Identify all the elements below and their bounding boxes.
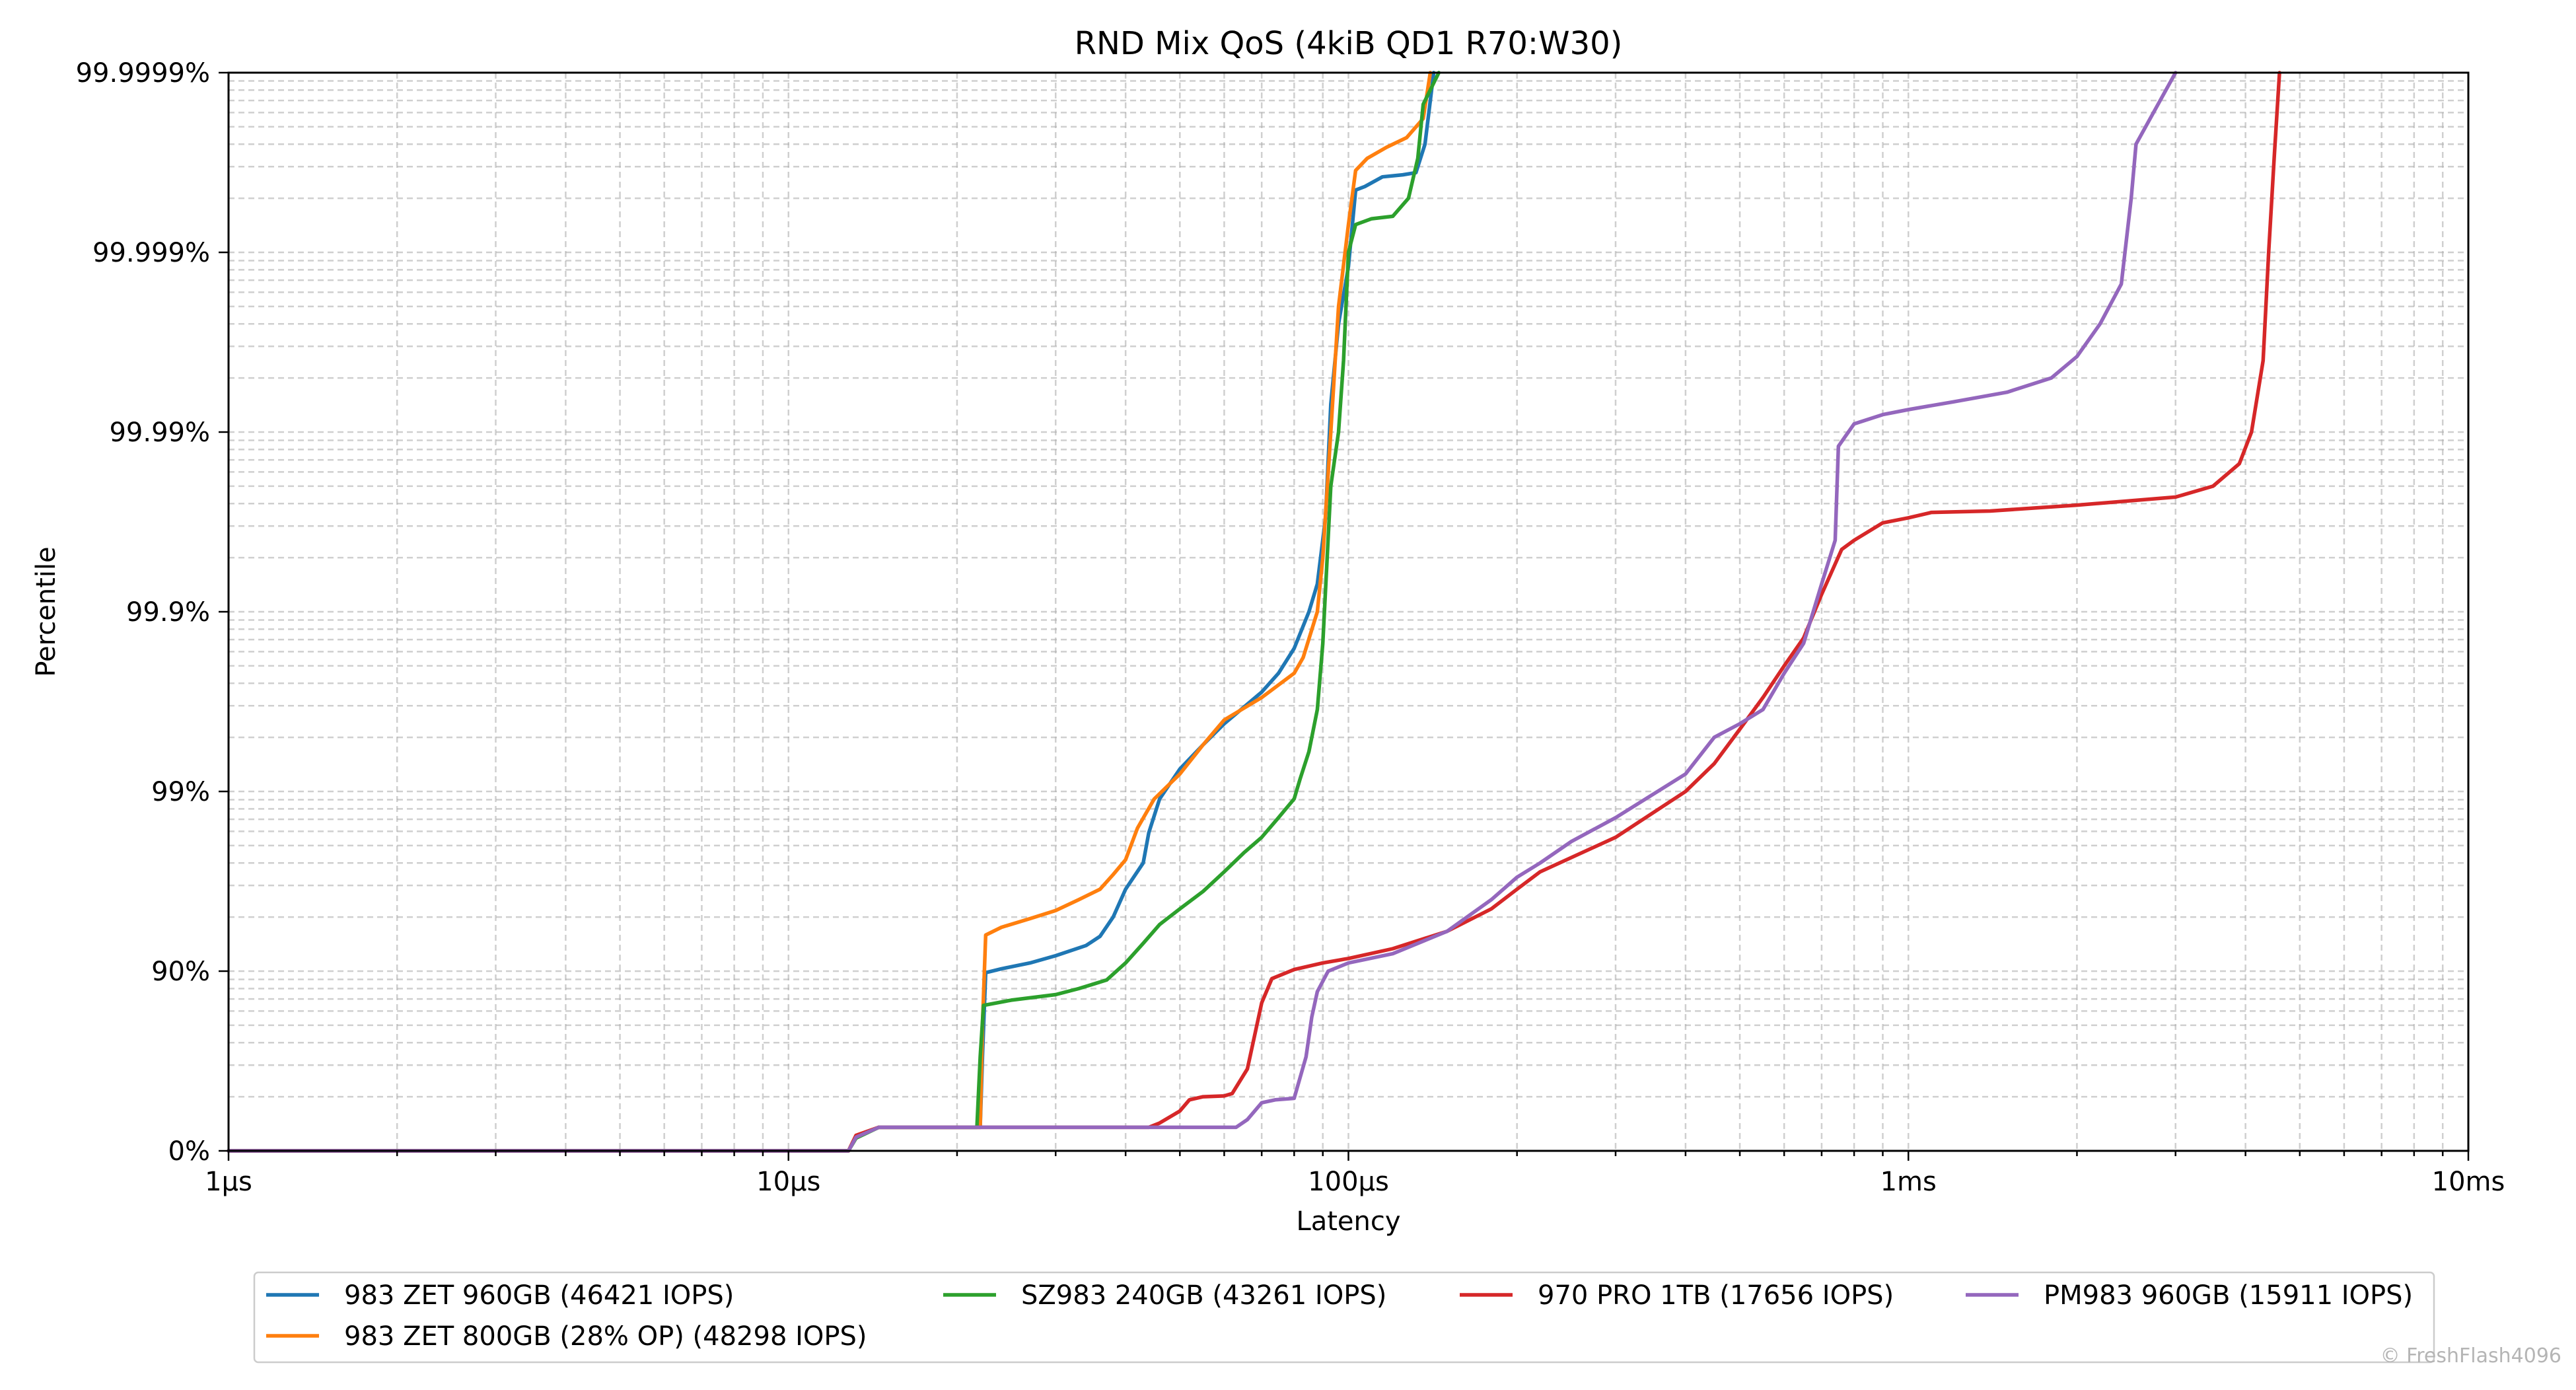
y-tick-label: 99.999% [92,238,210,268]
legend-label-1: 983 ZET 960GB (46421 IOPS) [344,1280,734,1311]
y-tick-label: 0% [168,1136,210,1167]
legend-label-5: PM983 960GB (15911 IOPS) [2044,1280,2413,1311]
series-line-3 [227,71,1441,1153]
series-line-4 [227,71,2281,1153]
x-tick-label: 10ms [2432,1167,2505,1197]
x-tick-label: 100µs [1308,1167,1389,1197]
legend-label-4: 970 PRO 1TB (17656 IOPS) [1538,1280,1894,1311]
y-tick-label: 99.99% [109,418,210,448]
legend-box [253,1271,2435,1364]
x-tick-label: 1ms [1880,1167,1937,1197]
x-axis-label: Latency [1296,1206,1400,1237]
x-tick-label: 10µs [756,1167,820,1197]
chart-title: RND Mix QoS (4kiB QD1 R70:W30) [1075,25,1623,62]
y-tick-label: 99.9999% [76,58,210,89]
y-tick-label: 90% [151,957,210,987]
y-axis-label: Percentile [31,546,61,677]
legend-label-3: SZ983 240GB (43261 IOPS) [1021,1280,1386,1311]
copyright-text: © FreshFlash4096 [2380,1344,2561,1368]
y-tick-label: 99.9% [126,597,210,628]
x-tick-label: 1µs [205,1167,252,1197]
series-line-2 [227,71,1433,1153]
legend-label-2: 983 ZET 800GB (28% OP) (48298 IOPS) [344,1321,867,1352]
y-tick-label: 99% [151,777,210,807]
series-line-5 [227,71,2178,1153]
